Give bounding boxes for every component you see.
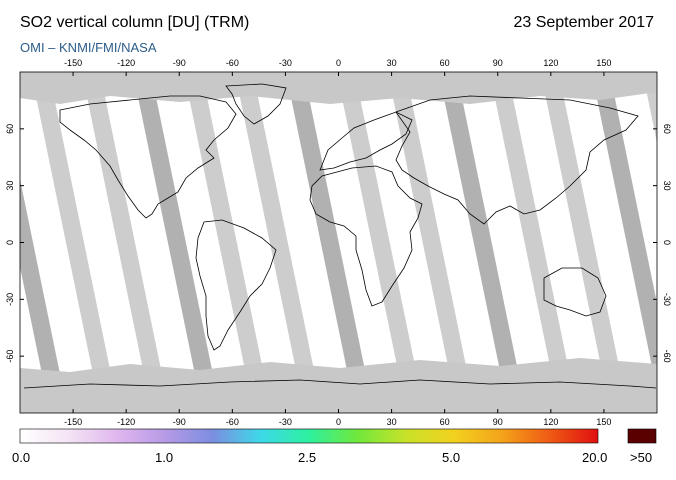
map-axis-ticks: -150 -150 -120 -120 -90 -90 -60 -60 -30 -30 0 0 30 30… [5, 58, 672, 427]
greenland-outline [225, 83, 287, 125]
lon-tick-label-bottom: 120 [543, 417, 558, 427]
orbit-gap-band [285, 72, 374, 413]
orbit-gap-band [81, 72, 170, 413]
orbit-gap-band [489, 72, 578, 413]
map-plot-area [20, 72, 657, 413]
colorbar-overflow-swatch [627, 428, 657, 444]
lon-tick-label-top: -90 [173, 58, 186, 68]
africa-outline [309, 165, 423, 307]
orbit-gap-band [387, 72, 476, 413]
colorbar-label-3: 5.0 [442, 450, 461, 465]
orbit-gap-band [132, 72, 221, 413]
lat-tick-label-right: 0 [662, 240, 672, 245]
map-date: 23 September 2017 [513, 14, 654, 31]
lat-tick-label-left: -30 [5, 293, 15, 306]
lat-tick-label-right: -30 [662, 293, 672, 306]
orbit-gap-band [438, 72, 527, 413]
lat-tick-label-right: 60 [662, 124, 672, 134]
lon-tick-label-top: 0 [336, 58, 341, 68]
north-america-outline [59, 95, 237, 219]
lat-tick-label-left: 60 [5, 124, 15, 134]
lon-tick-label-top: 30 [387, 58, 397, 68]
orbit-gap-band [234, 72, 323, 413]
orbit-gap-band [30, 72, 119, 413]
lon-tick-label-bottom: -150 [64, 417, 82, 427]
antarctica-outline [23, 379, 657, 389]
lon-tick-label-bottom: 30 [387, 417, 397, 427]
antarctic-no-data-region [20, 358, 657, 413]
lat-tick-label-right: -60 [662, 350, 672, 363]
lon-tick-label-top: -120 [117, 58, 135, 68]
orbit-gap-band [540, 72, 629, 413]
lon-tick-label-bottom: -90 [173, 417, 186, 427]
south-america-outline [195, 219, 277, 351]
orbit-gap-band [336, 72, 425, 413]
colorbar-label-4: 20.0 [582, 450, 608, 465]
australia-outline [543, 267, 607, 317]
orbit-gap-band [20, 179, 68, 413]
lon-tick-label-top: -150 [64, 58, 82, 68]
lon-tick-label-top: 90 [493, 58, 503, 68]
continents [23, 83, 657, 389]
map-title: SO2 vertical column [DU] (TRM) [20, 14, 250, 31]
lon-tick-label-top: 150 [596, 58, 611, 68]
lon-tick-label-bottom: -30 [279, 417, 292, 427]
lat-tick-label-left: 30 [5, 181, 15, 191]
lon-tick-label-bottom: 0 [336, 417, 341, 427]
lon-tick-label-bottom: 60 [440, 417, 450, 427]
lon-tick-label-bottom: -60 [226, 417, 239, 427]
lat-tick-label-right: 30 [662, 181, 672, 191]
colorbar-label-2: 2.5 [298, 450, 317, 465]
colorbar-overflow-label: >50 [630, 450, 653, 465]
data-source-credit: OMI – KNMI/FMI/NASA [20, 40, 157, 55]
orbit-gap-band [591, 72, 657, 391]
lon-tick-label-bottom: 90 [493, 417, 503, 427]
lat-tick-label-left: -60 [5, 350, 15, 363]
lon-tick-label-top: -60 [226, 58, 239, 68]
orbit-gap-band [183, 72, 272, 413]
europe-outline [319, 111, 413, 171]
asia-outline [395, 95, 639, 225]
lon-tick-label-bottom: 150 [596, 417, 611, 427]
orbit-gap-bands [20, 72, 657, 413]
lon-tick-label-top: 120 [543, 58, 558, 68]
lat-tick-label-left: 0 [5, 240, 15, 245]
lon-tick-label-bottom: -120 [117, 417, 135, 427]
lon-tick-label-top: 60 [440, 58, 450, 68]
colorbar [19, 428, 599, 444]
lon-tick-label-top: -30 [279, 58, 292, 68]
colorbar-label-0: 0.0 [12, 450, 31, 465]
colorbar-label-1: 1.0 [155, 450, 174, 465]
